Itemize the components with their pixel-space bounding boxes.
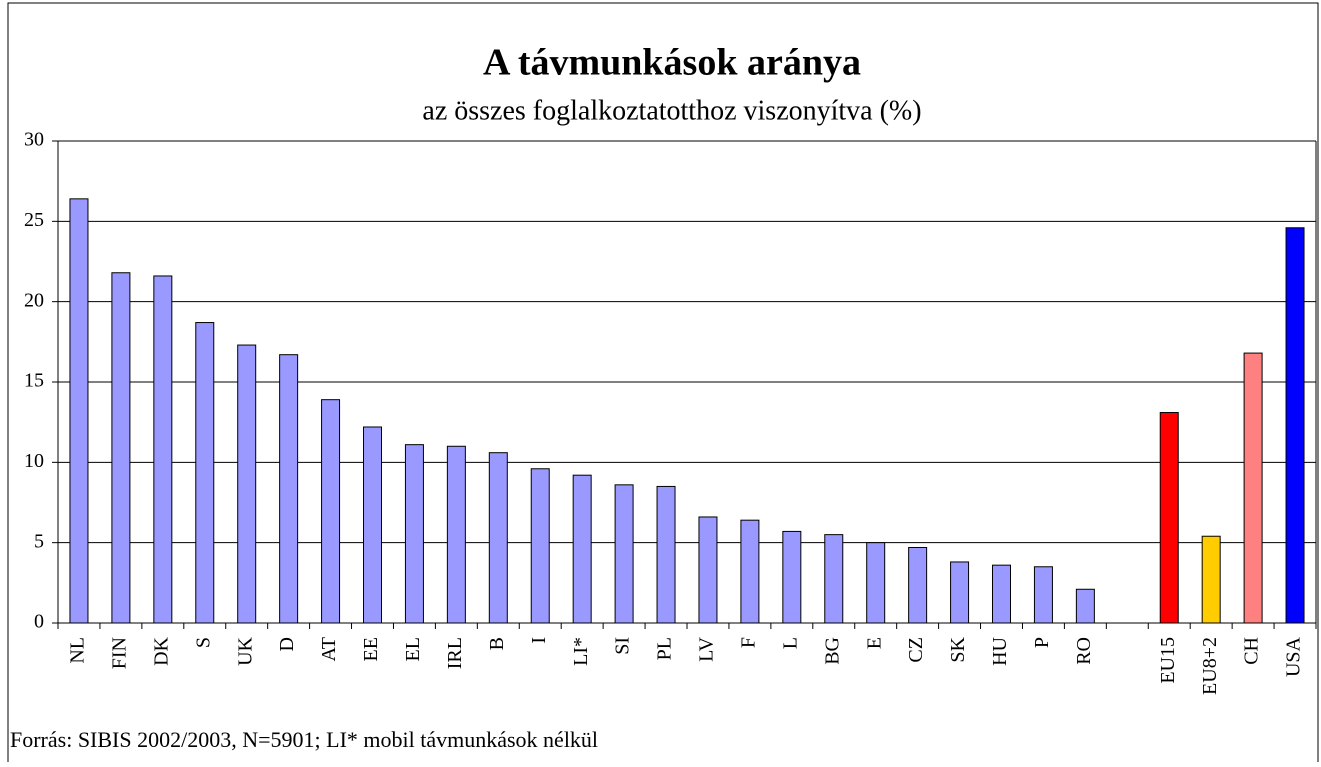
bar (530, 468, 550, 624)
frame (7, 2, 1319, 767)
x-tick-label: E (863, 637, 885, 649)
bar (321, 399, 341, 624)
x-tick-label: HU (989, 636, 1011, 665)
bar (1285, 227, 1305, 624)
x-tick-label: BG (821, 637, 843, 665)
x-tick-label: FIN (108, 637, 130, 669)
bar (1075, 588, 1095, 624)
bar (992, 564, 1011, 624)
x-tick-label: DK (150, 636, 172, 665)
bar (153, 275, 173, 624)
bar (195, 322, 215, 624)
x-tick-label: F (737, 637, 759, 648)
bar (1159, 412, 1179, 624)
x-tick-label: LV (696, 636, 718, 661)
bar (488, 452, 508, 624)
bar (1243, 352, 1263, 624)
bar (740, 519, 760, 624)
bar (279, 354, 299, 624)
bar (1201, 535, 1221, 624)
y-tick-label: 10 (24, 450, 44, 472)
x-tick-label: CZ (905, 637, 927, 663)
y-tick-label: 15 (24, 370, 44, 392)
bar (446, 445, 466, 624)
bar (614, 484, 634, 624)
x-tick-label: S (192, 637, 214, 648)
bar (866, 542, 886, 624)
x-tick-label: NL (67, 637, 89, 664)
x-tick-label: L (779, 637, 801, 649)
x-tick-label: EE (360, 637, 382, 661)
x-tick-label: SK (947, 636, 969, 662)
x-tick-label: EU8+2 (1199, 637, 1221, 695)
x-tick-label: CH (1241, 637, 1263, 665)
bar (656, 485, 676, 624)
x-tick-label: EU15 (1157, 637, 1179, 684)
bar (111, 272, 131, 624)
bar (782, 530, 802, 624)
source-note: Forrás: SIBIS 2002/2003, N=5901; LI* mob… (10, 727, 598, 752)
x-tick-label: SI (612, 637, 634, 655)
bar (908, 546, 928, 624)
bar (950, 561, 970, 624)
x-tick-label: P (1031, 637, 1053, 648)
x-tick-label: IRL (444, 637, 466, 669)
bar (404, 444, 424, 624)
y-tick-label: 0 (34, 611, 44, 633)
chart-subtitle: az összes foglalkoztatotthoz viszonyítva… (422, 95, 921, 126)
x-tick-label: PL (654, 637, 676, 660)
bar (363, 426, 382, 624)
x-tick-label: UK (234, 636, 256, 665)
x-tick-label: EL (402, 637, 424, 661)
y-tick-label: 20 (24, 289, 44, 311)
bar (824, 534, 844, 624)
bar (69, 198, 89, 624)
x-tick-label: AT (318, 637, 340, 661)
bar (572, 474, 592, 624)
x-tick-label: USA (1283, 636, 1305, 677)
y-tick-label: 5 (34, 530, 44, 552)
y-tick-label: 25 (24, 209, 44, 231)
bar (237, 344, 257, 624)
bar (698, 516, 718, 624)
x-tick-label: I (528, 637, 550, 644)
x-tick-label: D (276, 637, 298, 651)
x-tick-label: B (486, 637, 508, 650)
y-tick-label: 30 (24, 129, 44, 151)
chart-title: A távmunkások aránya (483, 42, 861, 84)
x-tick-label: LI* (570, 637, 592, 666)
x-tick-label: RO (1073, 637, 1095, 665)
bar (1033, 566, 1053, 624)
